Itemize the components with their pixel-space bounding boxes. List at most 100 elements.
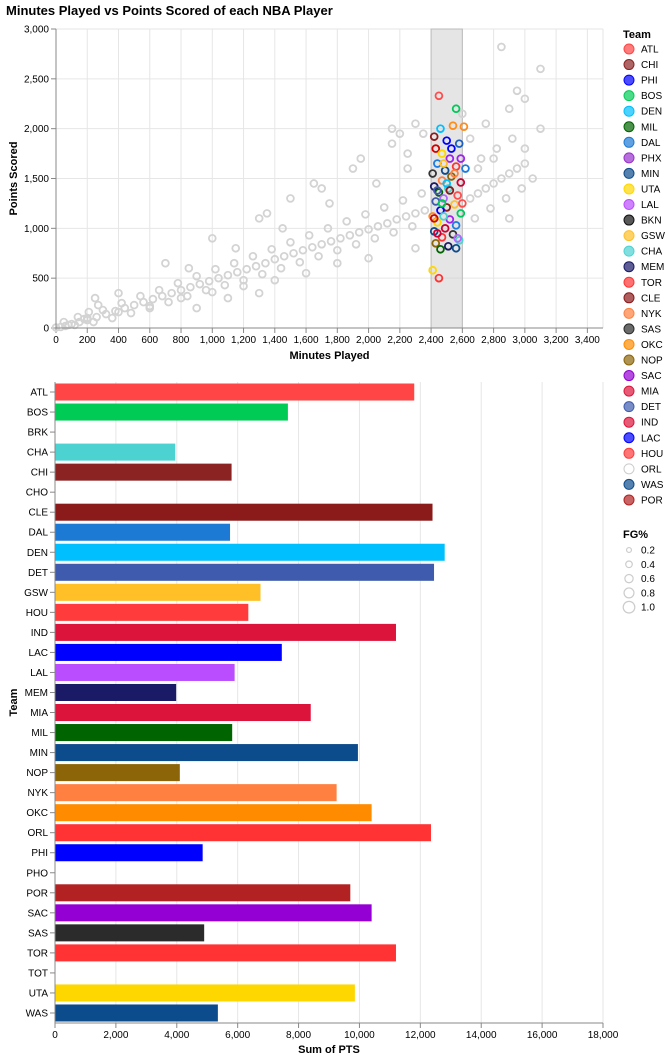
scatter-point-selected <box>453 234 462 243</box>
bar <box>55 884 351 902</box>
scatter-point <box>289 248 298 258</box>
scatter-point <box>333 258 342 268</box>
legend-label: CHA <box>641 247 662 258</box>
y-tick-label: CHO <box>26 488 48 499</box>
y-tick-label: 1,500 <box>24 174 49 185</box>
bar <box>55 583 261 601</box>
x-tick-label: 2,400 <box>419 335 444 346</box>
y-tick-label: PHI <box>31 848 48 859</box>
y-tick-label: MIN <box>30 748 48 759</box>
x-tick-label: 6,000 <box>225 1030 250 1041</box>
scatter-point <box>239 281 248 291</box>
legend-swatch <box>623 323 635 335</box>
legend-label: POR <box>641 495 663 506</box>
scatter-point <box>286 237 295 247</box>
scatter-point <box>361 210 370 219</box>
scatter-point <box>229 258 239 268</box>
legend-swatch <box>623 167 635 179</box>
y-tick-label: 1,000 <box>24 224 49 235</box>
bar-chart[interactable]: 0 2,000 4,000 6,000 8,000 10,000 12,000 14,000 1… <box>8 382 619 1056</box>
legend-swatch <box>623 494 635 506</box>
x-tick-label: 16,000 <box>527 1030 558 1041</box>
bar <box>55 663 235 681</box>
legend-size-swatch <box>624 573 634 584</box>
x-tick-label: 2,800 <box>481 335 506 346</box>
y-tick-label: NOP <box>26 768 48 779</box>
x-tick-label: 2,000 <box>103 1030 128 1041</box>
legend-label: DAL <box>641 138 661 149</box>
y-tick-label: CHI <box>31 468 48 479</box>
scatter-point <box>418 129 428 138</box>
y-tick-label: MIA <box>30 708 48 719</box>
y-tick-label: NYK <box>27 788 48 799</box>
scatter-point <box>497 174 506 183</box>
y-tick-label: UTA <box>29 988 49 999</box>
scatter-point <box>314 251 323 261</box>
scatter-point <box>364 253 373 263</box>
bar <box>55 623 396 641</box>
scatter-point-selected <box>439 194 448 203</box>
legend-label: WAS <box>641 480 664 491</box>
scatter-point <box>207 287 217 297</box>
legend-swatch <box>623 121 635 133</box>
bar <box>55 603 249 621</box>
legend-label: DET <box>641 402 661 413</box>
bar <box>55 724 233 742</box>
scatter-point-selected <box>442 136 452 145</box>
legend-swatch <box>623 447 635 459</box>
legend-swatch <box>623 214 635 226</box>
scatter-point <box>501 194 511 203</box>
scatter-point <box>223 293 233 303</box>
scatter-point <box>512 86 522 96</box>
scatter-point <box>342 217 351 226</box>
legend-label: SAS <box>641 324 661 335</box>
legend-label: MEM <box>641 262 664 273</box>
scatter-point <box>476 154 486 163</box>
x-tick-label: 200 <box>79 335 96 346</box>
y-tick-label: SAS <box>28 928 48 939</box>
scatter-point <box>176 285 186 295</box>
scatter-point <box>536 124 545 133</box>
legend-swatch <box>623 478 635 490</box>
legend-label: LAC <box>641 433 660 444</box>
legend-label: HOU <box>641 449 663 460</box>
scatter-point <box>145 301 155 311</box>
legend-swatch <box>623 385 635 397</box>
legend-label: IND <box>641 418 658 429</box>
scatter-point <box>411 243 420 253</box>
scatter-point-selected <box>461 164 470 173</box>
scatter-point-selected <box>450 200 459 209</box>
scatter-point <box>89 317 98 327</box>
x-tick-label: 8,000 <box>286 1030 311 1041</box>
scatter-point <box>251 261 261 271</box>
legend-label: OKC <box>641 340 663 351</box>
scatter-point-selected <box>448 121 458 130</box>
scatter-point <box>417 189 427 198</box>
scatter-point-selected <box>445 154 455 163</box>
legend-swatch <box>623 90 635 102</box>
scatter-point <box>73 312 83 322</box>
scatter-point <box>211 264 220 274</box>
bar <box>55 1004 218 1022</box>
scatter-point-selected <box>431 144 441 153</box>
bar <box>55 543 445 561</box>
scatter-point <box>403 164 412 173</box>
scatter-point <box>520 159 530 168</box>
scatter-point <box>176 293 186 303</box>
y-tick-label: 0 <box>43 324 49 335</box>
scatter-point <box>398 196 408 205</box>
scatter-point <box>173 278 183 288</box>
scatter-point <box>473 164 483 173</box>
scatter-point <box>117 298 126 308</box>
scatter-point-selected <box>428 169 437 178</box>
scatter-point-selected <box>442 179 452 188</box>
bar <box>55 924 205 942</box>
legend-team-title: Team <box>623 29 651 41</box>
scatter-point <box>345 231 355 240</box>
y-tick-label: BOS <box>27 408 48 419</box>
scatter-plot[interactable]: 0 200 400 600 800 1,000 1,200 1,400 1,600 1,800 2,… <box>8 25 604 363</box>
x-tick-label: 800 <box>173 335 190 346</box>
bar <box>55 704 311 722</box>
bar <box>55 984 355 1002</box>
scatter-point-selected <box>437 199 447 208</box>
